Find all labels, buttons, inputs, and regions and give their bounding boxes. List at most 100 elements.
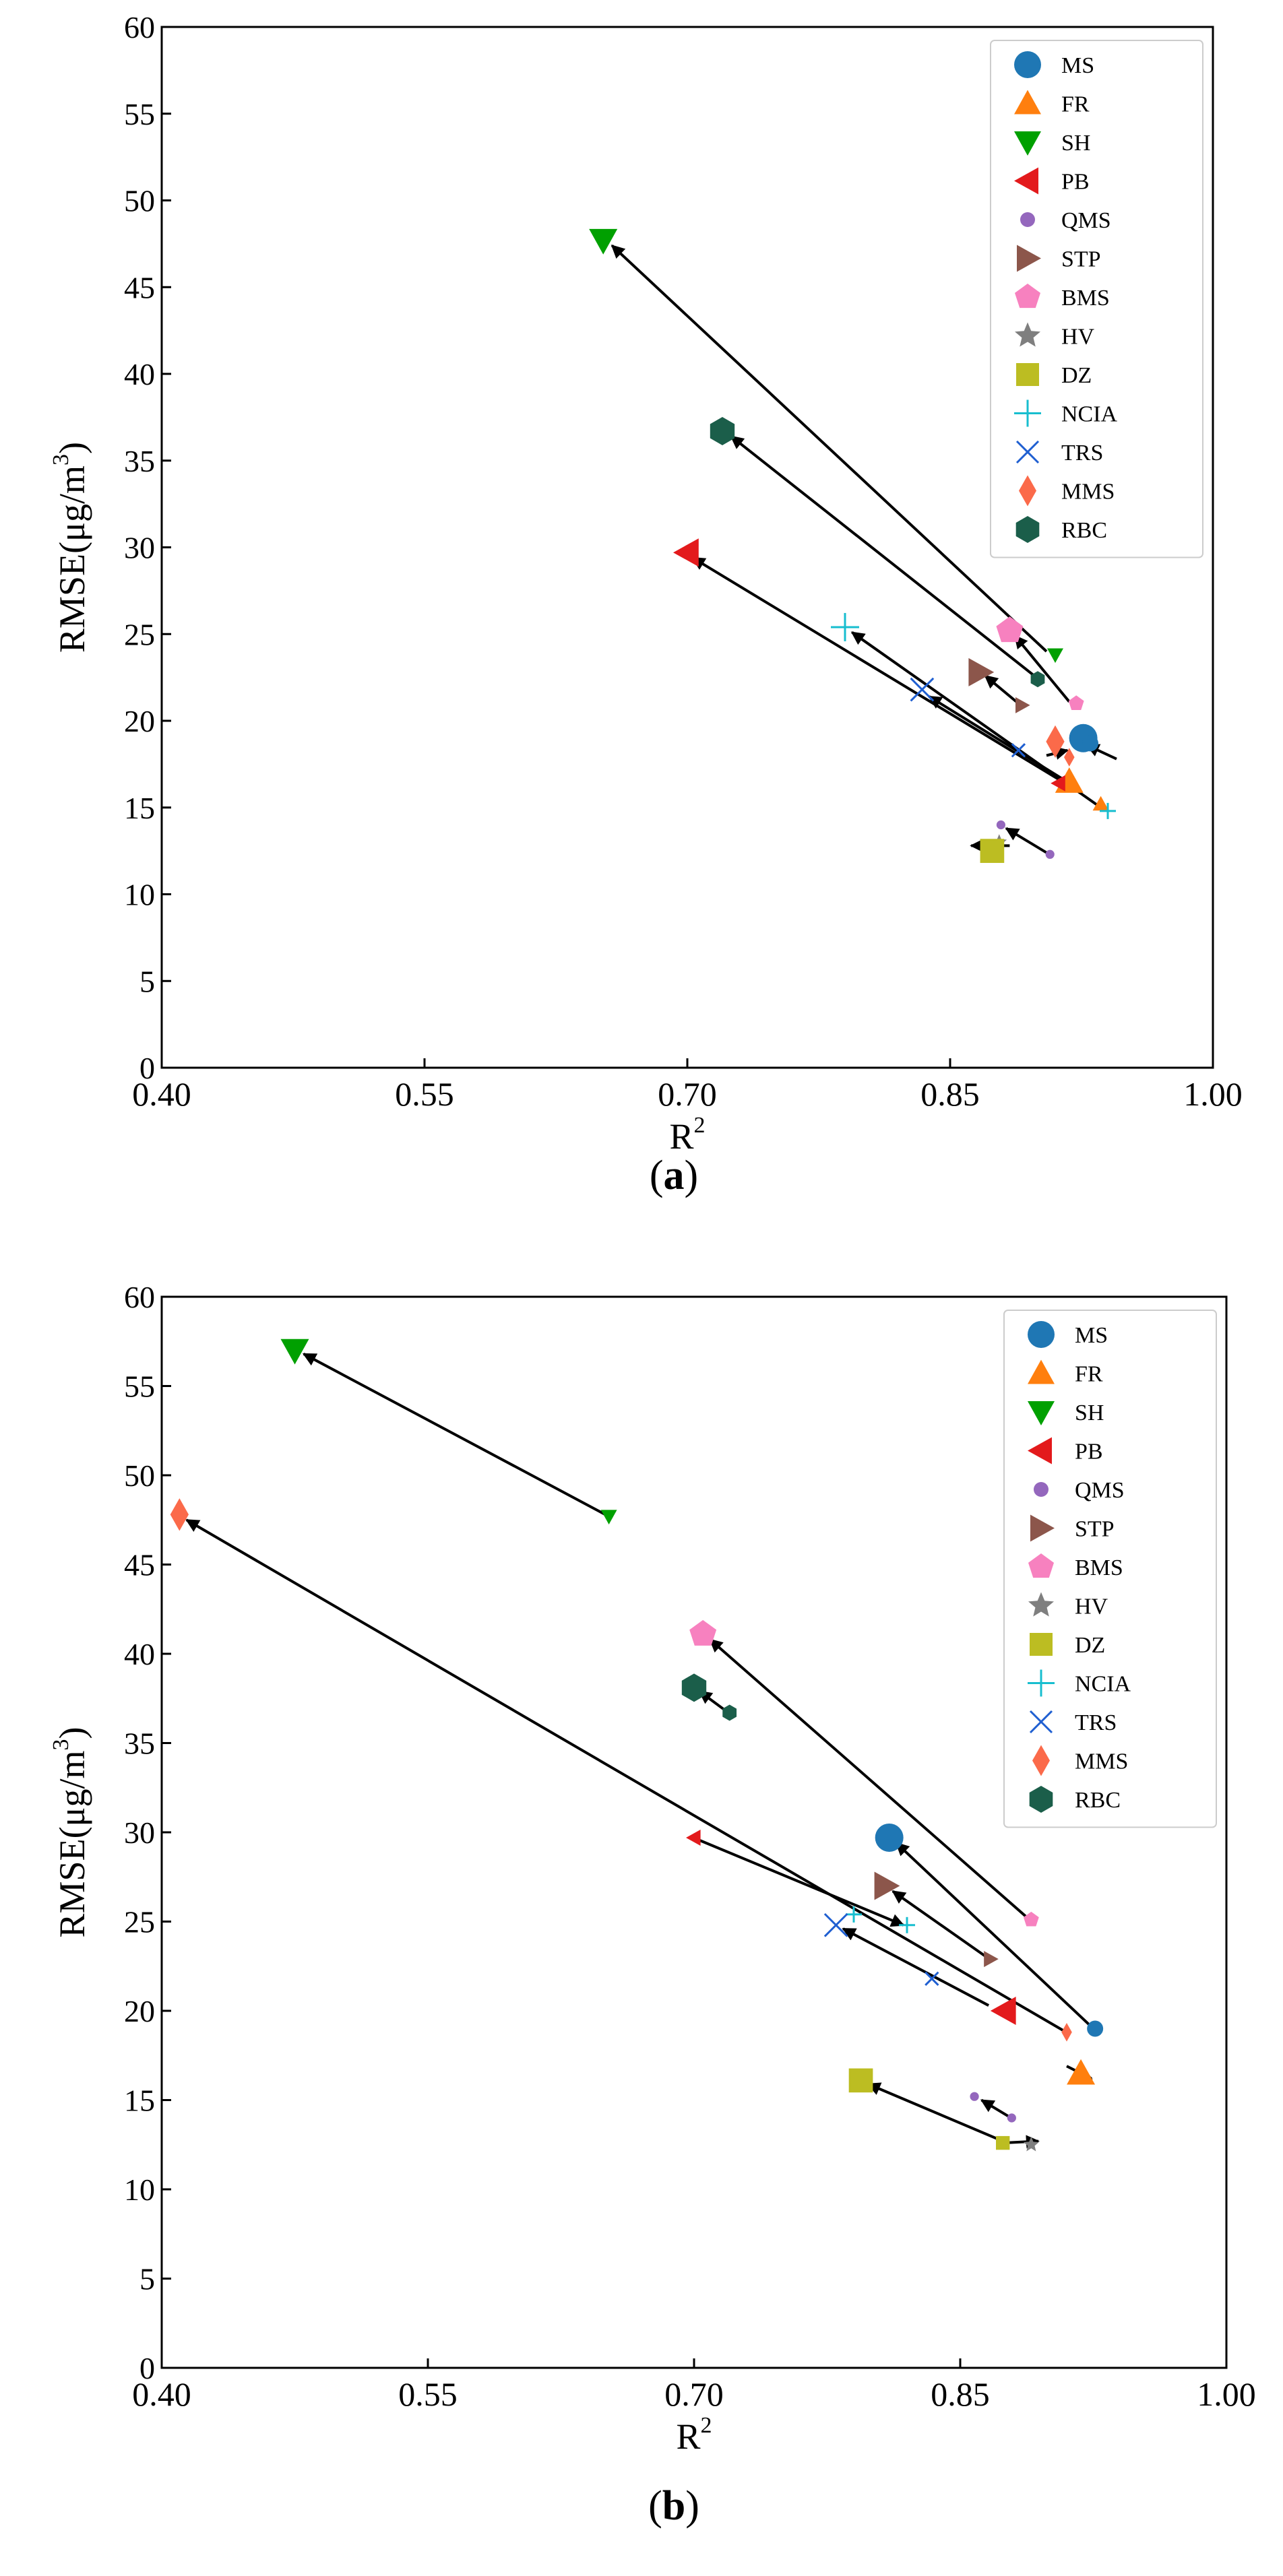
panel-a-legend-marker-ncia <box>1014 399 1041 427</box>
panel-b-point-ncia <box>846 1906 862 1923</box>
panel-a-x-tick-label: 0.85 <box>920 1075 980 1113</box>
panel-b-legend <box>1003 1310 1217 1828</box>
panel-b-point-ncia <box>899 1917 915 1933</box>
panel-b-y-tick-label: 40 <box>124 1637 155 1671</box>
panel-b-point-mms <box>1061 2023 1072 2042</box>
panel-a-x-tick-label: 0.40 <box>132 1075 191 1113</box>
panel-b-arrow-stp <box>891 1890 988 1959</box>
panel-b-point-mms <box>170 1498 189 1531</box>
panel-b-legend-label-dz: DZ <box>1075 1633 1105 1658</box>
panel-a-y-tick-label: 55 <box>124 97 155 131</box>
panel-b-point-rbc <box>722 1704 737 1721</box>
panel-a-legend-label-ms: MS <box>1061 53 1094 78</box>
panel-a-legend-label-dz: DZ <box>1061 363 1092 388</box>
panel-a-legend-marker-fr <box>1014 90 1041 115</box>
panel-b-point-trs <box>925 1971 939 1986</box>
panel-b-legend-label-mms: MMS <box>1075 1749 1128 1774</box>
panel-b-point-dz <box>996 2135 1010 2150</box>
panel-b-point-fr <box>1067 2059 1096 2085</box>
panel-b-point-hv <box>1023 2136 1039 2152</box>
panel-b-legend-label-fr: FR <box>1075 1362 1103 1387</box>
panel-b-y-axis-label: RMSE(μg/m3) <box>49 1727 92 1938</box>
panel-b-y-tick-label: 35 <box>124 1727 155 1761</box>
panel-a-legend-label-bms: BMS <box>1061 286 1110 311</box>
panel-b-y-tick-label: 20 <box>124 1994 155 2028</box>
panel-a-legend-marker-trs <box>1015 440 1040 464</box>
panel-a-legend-marker-rbc <box>1015 516 1040 543</box>
panel-b-point-pb <box>990 1997 1016 2025</box>
panel-a-legend-marker-sh <box>1014 131 1041 156</box>
panel-b-point-sh <box>280 1339 309 1365</box>
panel-a-y-tick-label: 15 <box>124 791 155 825</box>
panel-a-arrow-stp <box>984 674 1020 705</box>
panel-b-legend-marker-ncia <box>1028 1669 1055 1697</box>
panel-b-legend-marker-qms <box>1034 1482 1049 1497</box>
panel-b-point-rbc <box>681 1673 707 1702</box>
panel-a-chart: 0 5 10 15 20 25 30 35 40 45 50 55 60 0.40 0.55 0.70 0.85… <box>49 10 1243 1198</box>
panel-a-legend-marker-qms <box>1020 212 1035 227</box>
panel-b-x-axis-label: R2 <box>676 2413 712 2457</box>
panel-b-legend-marker-hv <box>1028 1592 1055 1617</box>
panel-a-legend-label-fr: FR <box>1061 92 1090 117</box>
panel-a-y-tick-label: 50 <box>124 184 155 218</box>
panel-a-legend-marker-hv <box>1014 322 1041 347</box>
panel-b-point-ms <box>875 1823 904 1852</box>
panel-b-y-tick-label: 45 <box>124 1548 155 1582</box>
panel-a-point-trs <box>1011 743 1026 758</box>
panel-a-point-bms <box>996 616 1024 643</box>
panel-a-x-tick-label: 1.00 <box>1183 1075 1243 1113</box>
panel-b-y-tick-label: 50 <box>124 1458 155 1493</box>
panel-b-legend-label-rbc: RBC <box>1075 1788 1121 1813</box>
panel-b-point-bms <box>1023 1911 1039 1927</box>
panel-b-y-tick-label: 15 <box>124 2084 155 2118</box>
panel-b-legend-label-ms: MS <box>1075 1323 1108 1348</box>
panel-a-legend-label-mms: MMS <box>1061 480 1115 505</box>
panel-a-point-sh <box>589 228 618 255</box>
panel-a-y-tick-label: 10 <box>124 878 155 912</box>
panel-a-y-axis-label: RMSE(μg/m3) <box>49 442 92 653</box>
panel-a-y-tick-label: 5 <box>139 964 155 998</box>
panel-a-caption: (a) <box>650 1153 698 1198</box>
panel-a-point-stp <box>968 657 995 686</box>
panel-b-point-stp <box>874 1871 900 1900</box>
panel-a-legend-label-rbc: RBC <box>1061 518 1107 543</box>
panel-a-legend-marker-pb <box>1014 167 1038 195</box>
panel-b-arrow-mms <box>185 1518 1064 2032</box>
panel-a-x-tick-label: 0.70 <box>658 1075 717 1113</box>
panel-b-arrow-bms <box>709 1638 1029 1919</box>
panel-b-legend-label-stp: STP <box>1075 1517 1115 1542</box>
panel-a-arrow-rbc <box>730 435 1036 677</box>
panel-b-legend-marker-rbc <box>1029 1786 1053 1813</box>
panel-a-legend <box>990 40 1203 558</box>
panel-b-legend-marker-mms <box>1032 1745 1050 1776</box>
panel-a-y-tick-label: 40 <box>124 357 155 391</box>
panel-a-point-ms <box>1082 735 1098 752</box>
panel-a-legend-marker-stp <box>1017 245 1041 272</box>
panel-b-legend-label-sh: SH <box>1075 1400 1104 1425</box>
panel-a-legend-marker-dz <box>1016 363 1039 386</box>
panel-b-chart: 0 5 10 15 20 25 30 35 40 45 50 55 60 0.40 0.55 0.70 0.85… <box>49 1280 1256 2529</box>
panel-a-y-tick-label: 30 <box>124 531 155 565</box>
panel-b-caption: (b) <box>648 2483 699 2529</box>
panel-b-legend-marker-fr <box>1028 1359 1055 1384</box>
panel-b-legend-label-bms: BMS <box>1075 1555 1123 1580</box>
panel-a-y-tick-label: 35 <box>124 444 155 478</box>
panel-b-x-tick-label: 0.70 <box>664 2375 724 2413</box>
panel-a-legend-marker-bms <box>1014 284 1041 309</box>
panel-b-point-dz <box>848 2068 873 2093</box>
panel-b-legend-marker-sh <box>1028 1401 1055 1425</box>
panel-a-legend-marker-ms <box>1014 51 1041 78</box>
panel-a-y-tick-label: 60 <box>124 10 155 44</box>
panel-b-x-tick-label: 0.55 <box>398 2375 458 2413</box>
panel-a-point-ncia <box>831 612 859 641</box>
panel-b-legend-marker-dz <box>1030 1633 1053 1656</box>
panel-a-legend-marker-mms <box>1019 475 1036 507</box>
panel-a-point-stp <box>1015 697 1030 713</box>
panel-a-legend-label-stp: STP <box>1061 247 1101 272</box>
panel-b-point-bms <box>689 1619 717 1646</box>
panel-a-y-tick-label: 20 <box>124 704 155 738</box>
panel-b-legend-label-ncia: NCIA <box>1075 1672 1131 1697</box>
panel-b-arrow-pb <box>697 1838 905 1927</box>
panel-b-arrow-qms <box>980 2098 1009 2118</box>
